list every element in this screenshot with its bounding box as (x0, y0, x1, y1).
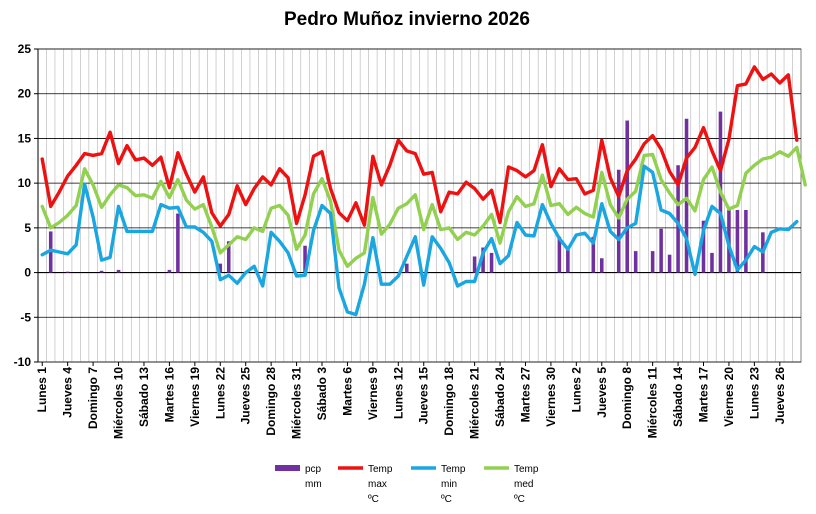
x-tick-label: Sábado 24 (493, 367, 507, 427)
legend-label: max (368, 479, 387, 490)
pcp-bar (472, 256, 477, 273)
x-tick-label: Martes 27 (519, 367, 533, 423)
x-tick-label: Jueves 15 (417, 367, 431, 425)
x-tick-label: Domingo 7 (86, 367, 100, 429)
x-tick-label: Jueves 5 (595, 367, 609, 418)
y-tick-label: 10 (18, 176, 32, 190)
y-tick-label: -10 (14, 355, 32, 369)
x-tick-label: Lunes 12 (391, 367, 405, 419)
pcp-bar (65, 271, 70, 273)
x-tick-label: Martes 6 (340, 367, 354, 416)
legend-item: Temp med ºC (484, 464, 539, 505)
x-tick-label: Viernes 19 (188, 367, 202, 427)
pcp-bar (557, 236, 562, 273)
pcp-bar (684, 118, 689, 273)
y-tick-label: 15 (18, 131, 32, 145)
pcp-bar (625, 120, 629, 273)
pcp-bar (99, 270, 104, 273)
legend-label: Temp (441, 464, 466, 475)
y-tick-label: 0 (24, 266, 31, 280)
legend-item: Temp max ºC (338, 464, 393, 505)
x-tick-label: Miércoles 11 (646, 367, 660, 439)
pcp-bar (735, 209, 740, 273)
legend-label: ºC (514, 494, 525, 505)
x-tick-label: Martes 17 (697, 367, 711, 423)
pcp-bar (405, 263, 409, 273)
pcp-bar (176, 213, 180, 273)
pcp-bar (676, 165, 680, 273)
chart-title: Pedro Muñoz invierno 2026 (284, 9, 530, 30)
pcp-bar (710, 252, 714, 273)
legend-swatch-bar (275, 465, 300, 471)
x-axis: Lunes 1 Jueves 4 Domingo 7 Miércoles 10 Sába… (35, 362, 787, 439)
legend-label: min (441, 479, 457, 490)
legend-item: Temp min ºC (411, 464, 466, 505)
legend-item: pcp mm (275, 464, 322, 490)
legend-label: ºC (368, 494, 379, 505)
temperature-lines (40, 65, 807, 317)
x-tick-label: Jueves 26 (773, 367, 787, 425)
pcp-bar (303, 245, 307, 273)
pcp-bar (591, 236, 596, 273)
legend: pcp mm Temp max ºC Temp min ºC Temp med ºC (275, 464, 539, 505)
legend-label: med (514, 479, 533, 490)
x-tick-label: Domingo 8 (620, 367, 634, 429)
x-tick-label: Lunes 1 (35, 367, 49, 413)
pcp-bar (744, 209, 748, 273)
x-tick-label: Viernes 9 (366, 367, 380, 420)
x-tick-label: Miércoles 10 (112, 367, 126, 439)
pcp-bar (566, 247, 570, 273)
x-tick-label: Lunes 2 (569, 367, 583, 413)
x-tick-label: Lunes 22 (213, 367, 227, 419)
y-tick-label: 20 (18, 87, 32, 101)
legend-label: mm (305, 479, 322, 490)
legend-label: pcp (305, 464, 322, 475)
x-tick-label: Viernes 20 (722, 367, 736, 427)
x-tick-label: Sábado 14 (671, 367, 685, 427)
x-tick-label: Miércoles 31 (290, 367, 304, 439)
legend-label: Temp (368, 464, 393, 475)
y-axis: -10 -5 0 5 10 15 20 25 (14, 42, 39, 369)
pcp-bar (489, 252, 494, 273)
pcp-bar (667, 254, 672, 273)
x-tick-label: Sábado 13 (137, 367, 151, 427)
pcp-bar (218, 263, 223, 273)
x-tick-label: Martes 16 (162, 367, 176, 423)
y-tick-label: 25 (18, 42, 32, 56)
pcp-bar (481, 247, 485, 273)
legend-label: ºC (441, 494, 452, 505)
pcp-bar (633, 251, 638, 273)
x-tick-label: Domingo 18 (442, 367, 456, 436)
legend-label: Temp (514, 464, 539, 475)
x-tick-label: Viernes 30 (544, 367, 558, 427)
x-tick-label: Domingo 28 (264, 367, 278, 436)
x-tick-label: Miércoles 21 (468, 367, 482, 439)
pcp-bar (226, 241, 231, 273)
pcp-bar (616, 169, 621, 273)
temp-max-line (40, 65, 799, 228)
pcp-bar (167, 269, 172, 273)
pcp-bar (650, 251, 655, 273)
pcp-bar (116, 269, 121, 273)
temp-med-line (40, 145, 807, 268)
x-tick-label: Lunes 23 (747, 367, 761, 419)
pcp-bar (659, 228, 663, 273)
x-tick-label: Sábado 3 (315, 367, 329, 421)
x-tick-label: Jueves 25 (239, 367, 253, 425)
pcp-bar (701, 220, 706, 273)
x-tick-label: Jueves 4 (61, 367, 75, 418)
y-tick-label: -5 (20, 310, 31, 324)
pcp-bar (599, 258, 604, 273)
y-tick-label: 5 (24, 221, 31, 235)
temp-min-line (40, 164, 799, 317)
